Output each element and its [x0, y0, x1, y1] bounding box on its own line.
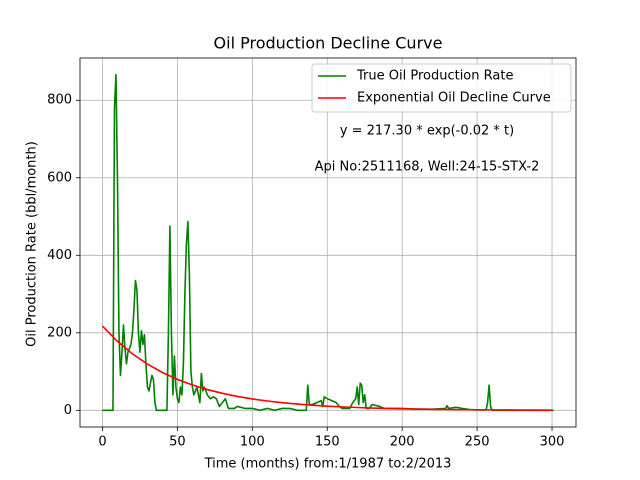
- equation-annotation: y = 217.30 * exp(-0.02 * t): [340, 124, 514, 139]
- legend-label: True Oil Production Rate: [356, 69, 513, 84]
- y-axis-label: Oil Production Rate (bbl/month): [25, 141, 40, 347]
- x-tick-label: 50: [169, 435, 186, 450]
- y-tick-label: 400: [47, 248, 72, 263]
- x-tick-label: 100: [240, 435, 265, 450]
- grid: 0 50 100 150 200 250 300 0 200 400 600 800: [47, 58, 576, 450]
- x-tick-label: 300: [540, 435, 565, 450]
- x-tick-label: 250: [465, 435, 490, 450]
- legend-label: Exponential Oil Decline Curve: [357, 91, 551, 106]
- legend: True Oil Production Rate Exponential Oil …: [311, 63, 572, 113]
- well-annotation: Api No:2511168, Well:24-15-STX-2: [315, 160, 540, 175]
- y-tick-label: 800: [47, 93, 72, 108]
- x-tick-label: 150: [315, 435, 340, 450]
- x-tick-label: 0: [98, 435, 106, 450]
- plot: [101, 73, 554, 412]
- y-tick-label: 600: [47, 170, 72, 185]
- x-axis-label: Time (months) from:1/1987 to:2/2013: [204, 457, 452, 472]
- series-line: [102, 73, 554, 412]
- axes-frame: [79, 57, 577, 428]
- y-tick-label: 0: [64, 403, 72, 418]
- series-line: [101, 325, 553, 411]
- x-tick-label: 200: [390, 435, 415, 450]
- y-tick-label: 200: [47, 325, 72, 340]
- chart-title: Oil Production Decline Curve: [214, 34, 443, 53]
- legend-box: [311, 63, 572, 113]
